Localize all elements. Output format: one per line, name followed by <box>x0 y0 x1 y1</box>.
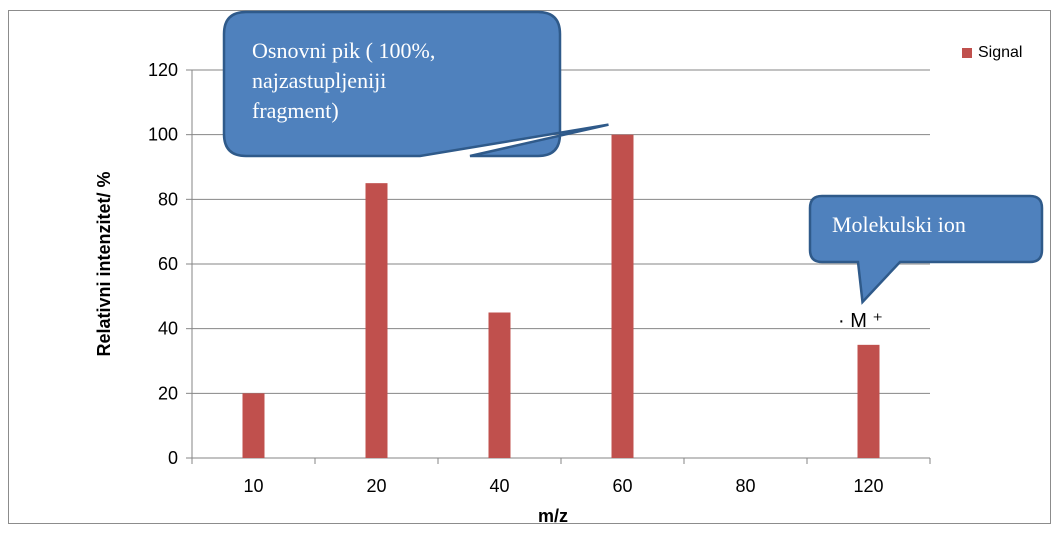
molecular-ion-label: · M ⁺ <box>838 310 883 332</box>
bar <box>488 312 511 458</box>
molecular-ion-callout-text: Molekulski ion <box>832 212 966 237</box>
x-tick-label: 120 <box>853 476 883 496</box>
legend-swatch-signal <box>962 48 972 58</box>
legend-label-signal: Signal <box>978 44 1023 61</box>
molecular-ion-callout <box>808 194 1044 305</box>
bar <box>857 344 880 458</box>
bar <box>365 183 388 458</box>
x-tick-label: 40 <box>489 476 509 496</box>
x-tick-label: 80 <box>735 476 755 496</box>
y-tick-label: 80 <box>158 189 178 209</box>
y-tick-label: 20 <box>158 383 178 403</box>
chart-border <box>8 10 1051 524</box>
y-tick-label: 0 <box>168 448 178 468</box>
legend: Signal <box>962 44 1022 62</box>
base-peak-callout-text: Osnovni pik ( 100%, najzastupljeniji fra… <box>252 38 436 123</box>
x-tick-label: 20 <box>366 476 386 496</box>
base-peak-callout <box>222 10 609 158</box>
y-tick-label: 40 <box>158 319 178 339</box>
y-tick-label: 120 <box>148 60 178 80</box>
y-tick-label: 100 <box>148 125 178 145</box>
x-tick-label: 10 <box>243 476 263 496</box>
bar <box>242 393 265 458</box>
y-tick-label: 60 <box>158 254 178 274</box>
bar <box>611 134 634 458</box>
x-tick-label: 60 <box>612 476 632 496</box>
y-axis-title: Relativni intenzitet/ % <box>94 171 114 356</box>
x-axis-title: m/z <box>538 506 568 526</box>
